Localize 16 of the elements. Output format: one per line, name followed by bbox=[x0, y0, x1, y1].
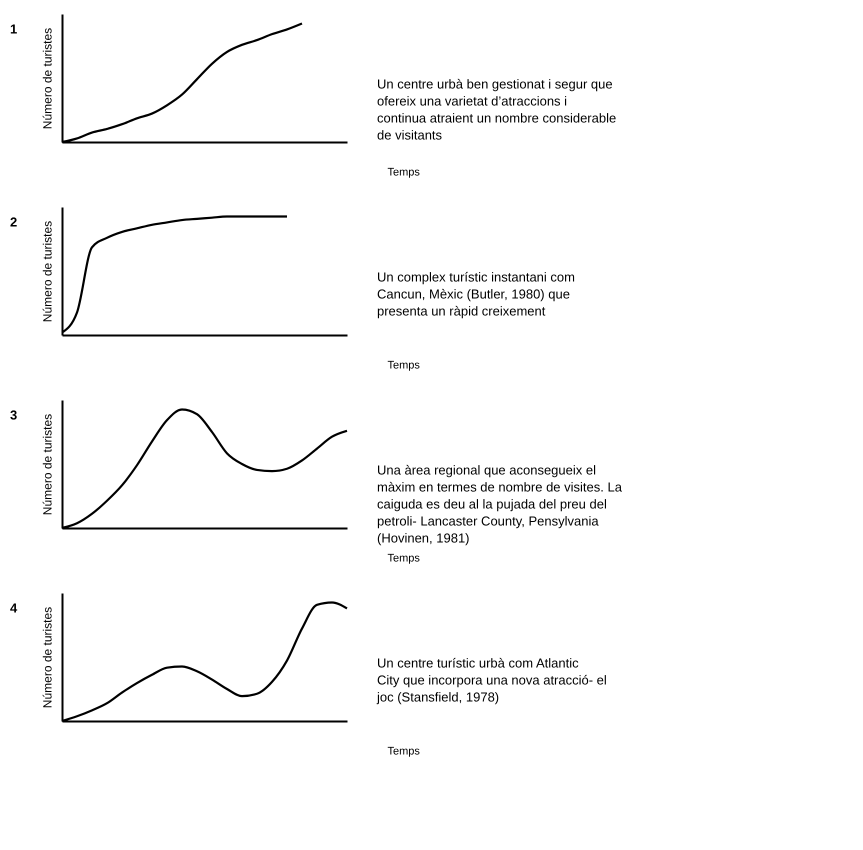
text: Un complex turístic instantani com Cancun, Mèxic (Butler, 1980) que presenta un ràpid creixement bbox=[377, 269, 575, 318]
y-axis-title: Número de turistes bbox=[40, 28, 54, 130]
x-axis-title: Temps bbox=[388, 552, 420, 564]
text: Una àrea regional que aconsegueix el màxim en termes de nombre de visites. La caiguda es deu al la pujada del preu del petroli- Lancaster County, Pensylvania (Hovinen, 1981) bbox=[377, 462, 623, 546]
text: Un centre urbà ben gestionat i segur que ofereix una varietat d’atraccions i continua atraient un nombre considerable de visitants bbox=[377, 76, 616, 142]
chart-title: 3 bbox=[10, 407, 18, 422]
y-axis-title: Número de turistes bbox=[40, 414, 54, 516]
x-axis-title: Temps bbox=[388, 746, 420, 758]
x-axis-title: Temps bbox=[388, 360, 420, 372]
x-axis-title: Temps bbox=[388, 166, 420, 178]
y-axis-title: Número de turistes bbox=[40, 220, 54, 322]
text: Un centre turístic urbà com Atlantic City que incorpora una nova atracció- el joc (Stansfield, 1978) bbox=[376, 655, 607, 704]
chart-title: 4 bbox=[10, 600, 18, 616]
chart-title: 1 bbox=[10, 21, 18, 36]
chart-title: 2 bbox=[10, 214, 18, 230]
y-axis-title: Número de turistes bbox=[40, 606, 54, 708]
